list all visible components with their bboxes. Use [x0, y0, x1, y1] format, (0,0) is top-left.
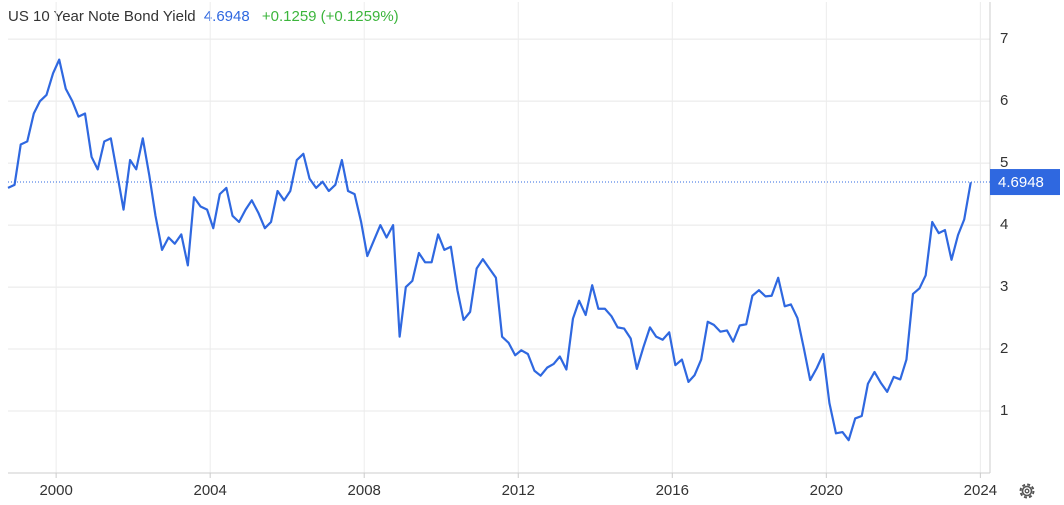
settings-icon[interactable]: [1019, 483, 1035, 499]
y-tick-label: 2: [1000, 340, 1008, 357]
y-tick-label: 5: [1000, 154, 1008, 171]
last-value-label: 4.6948: [998, 174, 1044, 191]
chart-title: US 10 Year Note Bond Yield: [8, 8, 196, 25]
x-tick-label: 2020: [810, 482, 843, 499]
y-tick-label: 4: [1000, 216, 1008, 233]
y-tick-label: 1: [1000, 402, 1008, 419]
x-tick-label: 2000: [39, 482, 72, 499]
y-tick-label: 3: [1000, 278, 1008, 295]
line: [7, 58, 972, 442]
x-tick-label: 2008: [348, 482, 381, 499]
chart-header: US 10 Year Note Bond Yield 4.6948 +0.125…: [8, 8, 399, 25]
x-tick-label: 2016: [656, 482, 689, 499]
last-value-tag: 4.6948: [990, 169, 1060, 196]
gear-teeth: [1019, 483, 1035, 499]
last-value-box: [990, 169, 1060, 196]
x-tick-label: 2012: [502, 482, 535, 499]
current-value: 4.6948: [204, 8, 250, 25]
gear-hole: [1024, 488, 1030, 494]
change: +0.1259 (+0.1259%): [262, 8, 399, 25]
gear-body: [1021, 485, 1033, 497]
y-tick-label: 6: [1000, 92, 1008, 109]
x-tick-label: 2004: [193, 482, 226, 499]
x-tick-label: 2024: [964, 482, 997, 499]
y-tick-label: 7: [1000, 30, 1008, 47]
